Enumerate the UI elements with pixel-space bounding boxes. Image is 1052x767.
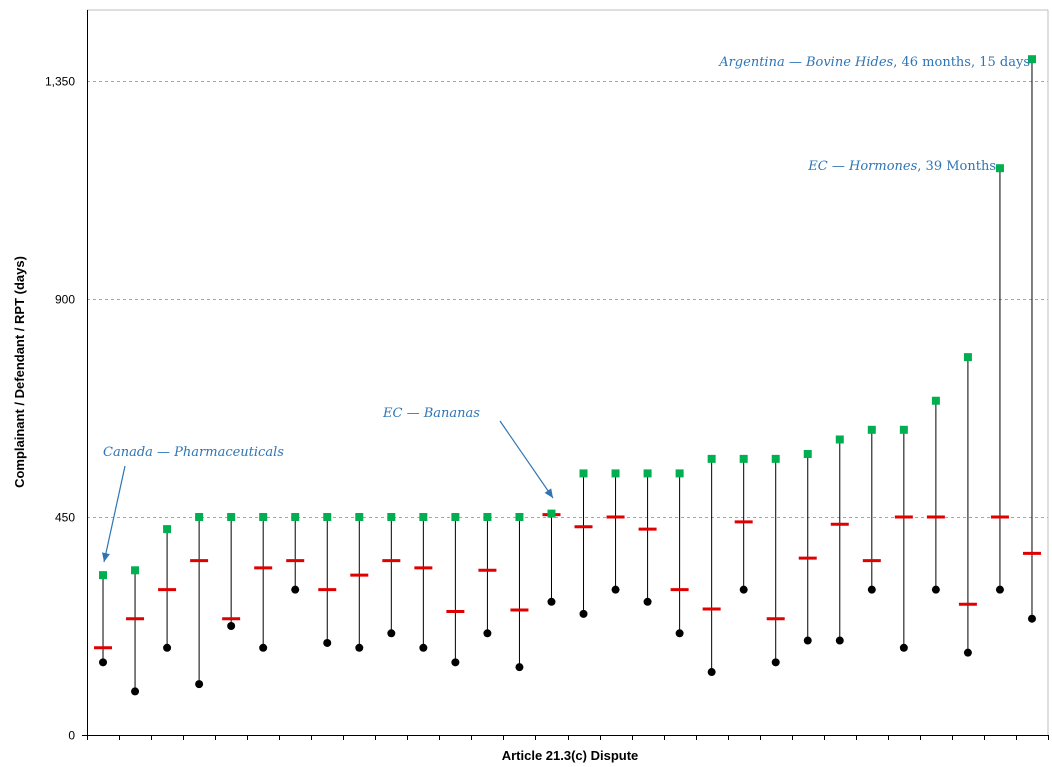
low-marker — [227, 622, 236, 630]
low-marker — [803, 636, 812, 645]
low-marker — [675, 629, 684, 638]
y-tick-label: 0 — [68, 729, 75, 743]
low-marker — [899, 643, 908, 652]
arrow-bananas-shaft — [499, 420, 554, 499]
low-marker — [931, 585, 940, 594]
low-marker — [643, 597, 652, 606]
high-marker — [867, 425, 876, 434]
high-marker — [131, 566, 140, 575]
high-marker — [419, 513, 428, 521]
annotation-detail: , 46 months, 15 days — [893, 55, 1030, 70]
high-marker — [515, 513, 524, 521]
high-marker — [899, 425, 908, 434]
high-marker — [739, 454, 748, 463]
high-marker — [995, 164, 1004, 173]
low-marker — [387, 629, 396, 638]
high-marker — [579, 469, 588, 478]
low-marker — [515, 663, 524, 672]
high-marker — [643, 469, 652, 478]
arrow-pharmaceuticals-head — [102, 552, 110, 562]
low-marker — [451, 658, 460, 667]
high-marker — [451, 513, 460, 521]
arrow-bananas-head — [544, 488, 553, 498]
annotation-hormones: EC — Hormones, 39 Months — [807, 159, 996, 174]
x-axis-title: Article 21.3(c) Dispute — [502, 748, 639, 763]
low-marker — [547, 597, 556, 606]
low-marker — [835, 636, 844, 645]
low-marker — [131, 687, 140, 696]
annotation-bovine-hides: Argentina — Bovine Hides, 46 months, 15 … — [718, 55, 1030, 70]
high-marker — [835, 435, 844, 444]
low-marker — [579, 609, 588, 618]
low-marker — [195, 680, 204, 689]
low-marker — [259, 643, 268, 652]
annotation-bananas: EC — Bananas — [382, 406, 480, 421]
low-marker — [483, 629, 492, 638]
low-marker — [99, 658, 108, 667]
axes: 0 450 900 1,350 — [45, 9, 1049, 743]
y-tick-label: 450 — [55, 511, 75, 525]
low-marker — [739, 585, 748, 594]
arrow-pharmaceuticals-shaft — [103, 465, 126, 563]
chart-marks — [94, 55, 1041, 696]
annotation-title: EC — Hormones — [807, 159, 917, 174]
low-marker — [1027, 614, 1036, 623]
high-marker — [291, 513, 300, 521]
high-marker — [195, 513, 204, 521]
low-marker — [995, 585, 1004, 594]
high-marker — [931, 396, 940, 405]
high-marker — [707, 454, 716, 463]
high-marker — [771, 454, 780, 463]
low-marker — [355, 643, 364, 652]
high-marker — [99, 571, 108, 580]
annotation-title: Canada — Pharmaceuticals — [103, 445, 284, 460]
low-marker — [867, 585, 876, 594]
low-marker — [419, 643, 428, 652]
high-marker — [547, 509, 556, 518]
low-marker — [611, 585, 620, 594]
low-marker — [291, 585, 300, 594]
high-marker — [259, 513, 268, 521]
low-marker — [163, 643, 172, 652]
high-marker — [803, 450, 812, 459]
annotations: Argentina — Bovine Hides, 46 months, 15 … — [102, 55, 1030, 563]
high-marker — [675, 469, 684, 478]
low-marker — [707, 668, 716, 677]
low-marker — [323, 638, 332, 647]
annotation-title: Argentina — Bovine Hides — [718, 55, 893, 70]
y-tick-label: 900 — [55, 293, 75, 307]
low-marker — [771, 658, 780, 667]
annotation-pharmaceuticals: Canada — Pharmaceuticals — [103, 445, 284, 460]
high-marker — [387, 513, 396, 521]
annotation-title: EC — Bananas — [382, 406, 480, 421]
y-tick-label: 1,350 — [45, 75, 75, 89]
low-marker — [963, 648, 972, 657]
high-marker — [963, 353, 972, 362]
annotation-detail: , 39 Months — [917, 159, 996, 174]
high-marker — [163, 525, 172, 534]
high-marker — [611, 469, 620, 478]
gridlines — [87, 81, 1048, 518]
high-marker — [483, 513, 492, 521]
high-marker — [323, 513, 332, 521]
high-marker — [355, 513, 364, 521]
high-marker — [227, 513, 236, 521]
high-marker — [1027, 55, 1036, 64]
y-axis-title: Complainant / Defendant / RPT (days) — [12, 256, 27, 488]
